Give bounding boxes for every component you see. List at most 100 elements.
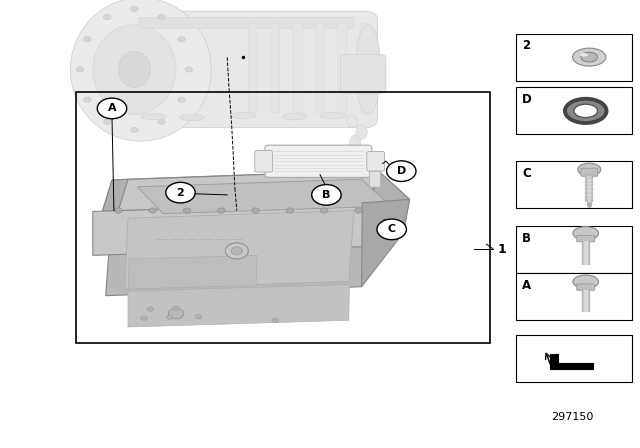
Circle shape (178, 36, 186, 42)
Bar (76, 92, 490, 343)
Polygon shape (138, 179, 390, 214)
Ellipse shape (574, 104, 598, 118)
Bar (516, 226, 632, 273)
Polygon shape (102, 179, 128, 211)
Text: C: C (522, 167, 531, 180)
Polygon shape (125, 211, 354, 289)
Polygon shape (371, 170, 410, 233)
Text: A: A (522, 279, 531, 292)
Circle shape (252, 208, 259, 213)
Ellipse shape (580, 53, 588, 56)
Circle shape (97, 98, 127, 119)
Circle shape (157, 119, 165, 125)
Circle shape (185, 67, 193, 72)
Circle shape (76, 67, 84, 72)
Polygon shape (128, 284, 349, 327)
Polygon shape (106, 202, 368, 296)
Circle shape (149, 208, 157, 213)
Polygon shape (128, 170, 410, 208)
Polygon shape (362, 199, 410, 287)
Polygon shape (102, 170, 378, 211)
Circle shape (83, 36, 91, 42)
Text: C: C (388, 224, 396, 234)
Ellipse shape (565, 99, 607, 123)
Circle shape (312, 185, 341, 205)
Circle shape (157, 14, 165, 20)
FancyBboxPatch shape (340, 55, 386, 93)
FancyBboxPatch shape (255, 151, 273, 172)
FancyBboxPatch shape (577, 236, 595, 242)
Ellipse shape (573, 227, 598, 240)
Circle shape (387, 161, 416, 181)
Ellipse shape (346, 115, 358, 127)
Ellipse shape (573, 275, 598, 289)
Circle shape (166, 315, 173, 319)
Ellipse shape (179, 114, 205, 121)
Circle shape (272, 318, 278, 323)
Ellipse shape (356, 125, 367, 140)
Circle shape (131, 127, 138, 133)
FancyBboxPatch shape (338, 24, 347, 113)
Text: D: D (397, 166, 406, 176)
FancyBboxPatch shape (577, 284, 595, 290)
FancyBboxPatch shape (360, 24, 369, 113)
Text: D: D (522, 93, 532, 106)
FancyBboxPatch shape (128, 11, 378, 128)
Circle shape (115, 208, 122, 213)
FancyBboxPatch shape (271, 24, 280, 113)
FancyBboxPatch shape (581, 168, 598, 176)
Circle shape (218, 208, 225, 213)
FancyBboxPatch shape (367, 151, 385, 171)
FancyBboxPatch shape (248, 24, 257, 113)
Ellipse shape (578, 163, 601, 176)
Text: B: B (522, 232, 531, 245)
Bar (516, 87, 632, 134)
Text: A: A (108, 103, 116, 113)
Circle shape (320, 208, 328, 213)
Ellipse shape (230, 112, 256, 119)
Ellipse shape (118, 52, 150, 87)
Circle shape (131, 6, 138, 12)
Circle shape (141, 316, 147, 320)
FancyBboxPatch shape (316, 24, 324, 113)
Circle shape (173, 306, 179, 310)
FancyBboxPatch shape (369, 171, 381, 187)
Ellipse shape (282, 113, 307, 120)
Circle shape (225, 243, 248, 259)
Ellipse shape (93, 25, 176, 114)
Circle shape (231, 247, 243, 255)
Ellipse shape (573, 48, 606, 66)
Circle shape (104, 14, 111, 20)
Circle shape (147, 307, 154, 311)
Circle shape (168, 308, 184, 319)
Circle shape (355, 208, 362, 213)
Bar (516, 161, 632, 208)
Circle shape (195, 314, 202, 319)
Polygon shape (93, 202, 371, 255)
Circle shape (178, 97, 186, 103)
Circle shape (183, 208, 191, 213)
Bar (516, 335, 632, 382)
Text: 1: 1 (498, 243, 507, 256)
Bar (516, 273, 632, 320)
Circle shape (286, 208, 294, 213)
FancyBboxPatch shape (265, 145, 372, 177)
FancyBboxPatch shape (293, 24, 302, 113)
Circle shape (166, 182, 195, 203)
Polygon shape (128, 255, 257, 289)
Ellipse shape (355, 25, 381, 114)
Ellipse shape (70, 0, 211, 141)
Ellipse shape (349, 135, 361, 152)
Circle shape (377, 219, 406, 240)
Bar (516, 34, 632, 81)
FancyBboxPatch shape (139, 17, 354, 28)
Ellipse shape (581, 52, 598, 62)
Text: 297150: 297150 (552, 412, 594, 422)
Circle shape (103, 119, 111, 125)
Text: B: B (322, 190, 331, 200)
Polygon shape (550, 354, 593, 369)
Text: 2: 2 (522, 39, 531, 52)
Ellipse shape (320, 112, 346, 119)
Circle shape (83, 97, 91, 102)
Ellipse shape (141, 113, 166, 120)
